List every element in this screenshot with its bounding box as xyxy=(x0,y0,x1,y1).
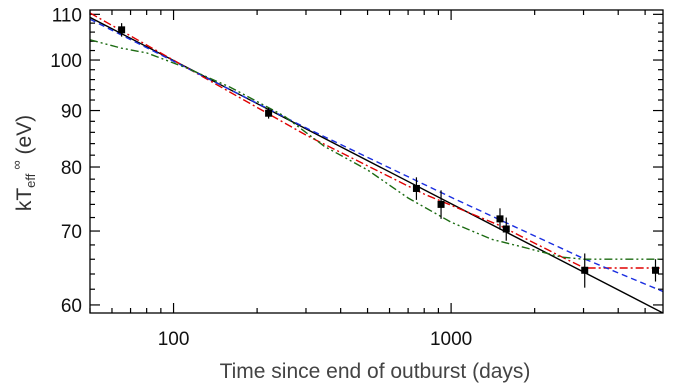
data-point-1 xyxy=(118,26,126,34)
data-point-2 xyxy=(265,109,273,117)
y-tick-label: 80 xyxy=(61,158,82,179)
y-tick-label: 110 xyxy=(52,5,82,26)
data-point-6 xyxy=(502,225,510,233)
model-curve-3 xyxy=(90,18,663,293)
x-tick-label: 100 xyxy=(158,329,190,350)
data-point-8 xyxy=(651,266,659,274)
y-axis-title-unit: (eV) xyxy=(13,115,36,161)
plot-area: 100 1000 60 70 80 90 100 110 xyxy=(50,5,664,350)
data-point-5 xyxy=(496,215,504,223)
y-tick-label: 70 xyxy=(61,222,82,243)
y-axis-title: kTeff ∞ (eV) xyxy=(9,115,38,211)
y-axis-title-sup: ∞ xyxy=(9,160,24,169)
x-axis-title: Time since end of outburst (days) xyxy=(220,360,531,383)
y-tick-label: 60 xyxy=(61,296,82,317)
y-axis-title-sub: eff xyxy=(23,173,38,188)
svg-text:kTeff∞ (eV): kTeff ∞ (eV) xyxy=(9,115,38,211)
y-tick-label: 100 xyxy=(50,51,82,72)
y-axis-title-main: kT xyxy=(13,188,36,212)
data-point-7 xyxy=(581,266,589,274)
data-point-4 xyxy=(437,200,445,208)
model-curve-1 xyxy=(90,16,663,313)
x-tick-label: 1000 xyxy=(430,329,472,350)
data-point-3 xyxy=(412,184,420,192)
plot-frame xyxy=(89,9,664,314)
y-tick-label: 90 xyxy=(61,102,82,123)
